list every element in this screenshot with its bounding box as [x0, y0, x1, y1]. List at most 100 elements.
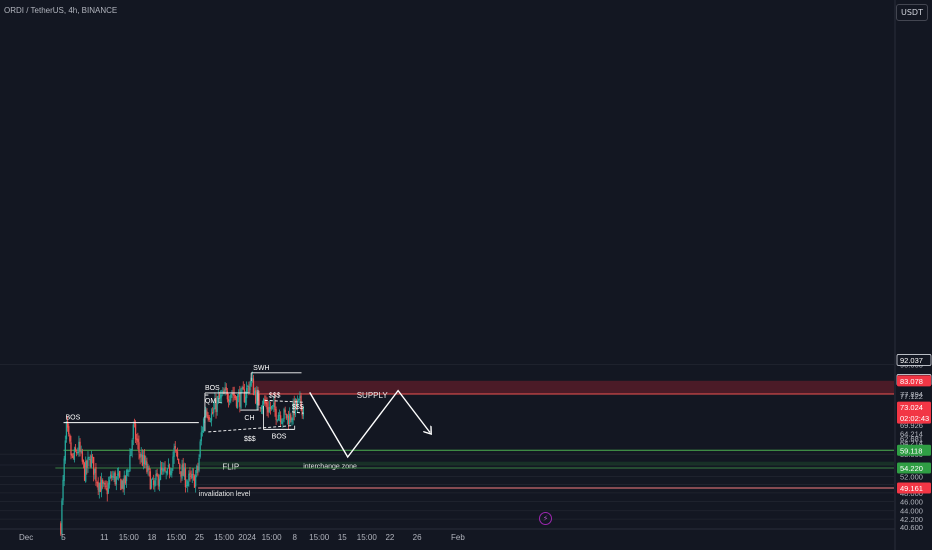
candle-body [164, 467, 166, 472]
candle-body [69, 434, 71, 442]
candle-body [65, 421, 68, 440]
candle-body [189, 472, 191, 475]
candle-body [97, 482, 99, 490]
x-axis: Dec 5 11 15:00 18 15:00 25 15:00 2024 15:00 8 15:00… [19, 533, 465, 542]
candle-body [238, 393, 240, 397]
candle-body [227, 399, 230, 402]
candle-body [270, 405, 273, 409]
candle-body [217, 395, 219, 399]
y-axis[interactable]: 92.03790.00083.45077.89477.12277.02474.3… [896, 354, 932, 532]
candle-body [290, 415, 292, 421]
candle-body [214, 399, 216, 410]
annotation-label: CH [244, 415, 254, 422]
candle-body [201, 430, 204, 432]
x-tick-label: 15:00 [166, 533, 187, 542]
projection-path [309, 389, 430, 459]
annotation-label: SWH [253, 365, 269, 372]
candle-body [276, 419, 278, 421]
candle-body [122, 480, 124, 490]
candle-body [90, 455, 93, 467]
candle-body [185, 485, 188, 486]
candle-body [128, 471, 130, 473]
candle-body [210, 413, 213, 421]
candle-body [114, 472, 116, 485]
candle-body [281, 421, 283, 424]
lightning-icon[interactable]: ⚡︎ [539, 512, 552, 525]
annotation-label: QM L [205, 398, 222, 405]
y-tick-label: 64.214 [900, 429, 923, 438]
price-badge: 54.220 [897, 462, 931, 474]
price-badge: 73.024 02:02:43 [897, 401, 931, 424]
candle-body [232, 393, 234, 396]
candle-body [219, 394, 222, 399]
candle-body [126, 470, 129, 472]
candle-body [109, 474, 112, 479]
candle-body [264, 399, 266, 403]
candle-body [87, 457, 89, 467]
x-tick-label: 18 [147, 533, 156, 542]
candle-body [282, 419, 284, 421]
candle-body [198, 457, 200, 471]
candle-body [131, 440, 133, 451]
candle-body [175, 449, 178, 452]
candle-body [133, 423, 136, 425]
x-tick-label: 15:00 [357, 533, 378, 542]
candle-body [151, 478, 154, 480]
candle-body [149, 471, 151, 490]
y-tick-label: 69.926 [900, 421, 923, 430]
annotation-label: BOS [272, 433, 287, 440]
candle-body [275, 409, 277, 420]
candle-body [244, 396, 247, 403]
candle-body [249, 384, 251, 391]
candle-body [160, 467, 163, 470]
candle-body [73, 449, 76, 461]
candle-body [248, 386, 250, 393]
supply-zone [249, 380, 894, 394]
candle-body [106, 488, 108, 495]
candle-body [63, 458, 65, 482]
candle-body [66, 420, 69, 428]
candle-body [261, 405, 264, 409]
annotation-label: BOS [205, 385, 220, 392]
candle-body [79, 441, 81, 452]
currency-button[interactable]: USDT [896, 4, 928, 21]
levels: FLIP invalidation level [55, 449, 894, 498]
candle-body [108, 479, 111, 485]
candle-body [230, 394, 232, 401]
projection-arrow [309, 389, 430, 459]
candle-body [258, 393, 260, 406]
candle-body [292, 402, 294, 421]
price-badge: 59.118 [897, 444, 931, 456]
candle-body [268, 406, 270, 412]
y-tick-label: 77.894 [900, 390, 923, 399]
candle-body [100, 479, 103, 491]
candle-body [88, 456, 90, 459]
candle-body [82, 460, 85, 463]
candle-body [225, 387, 227, 391]
candle-body [205, 409, 207, 417]
candle-body [156, 473, 158, 476]
candle-body [199, 441, 201, 457]
candle-body [130, 448, 132, 456]
x-tick-label: 11 [100, 533, 109, 542]
candle-body [202, 418, 205, 433]
candle-body [182, 463, 184, 476]
candle-body [194, 474, 197, 487]
candle-body [295, 399, 298, 408]
candle-body [138, 442, 140, 453]
candle-body [179, 464, 181, 470]
candle-body [105, 485, 107, 488]
candle-body [235, 396, 238, 407]
candle-body [92, 456, 95, 475]
candle-body [265, 401, 267, 405]
candle-body [298, 398, 300, 401]
x-tick-label: 8 [292, 533, 297, 542]
candle-body [103, 483, 105, 484]
candle-body [291, 418, 293, 423]
price-badge-box [897, 375, 931, 387]
candle-body [80, 450, 82, 452]
candle-body [172, 456, 174, 468]
candle-body [262, 399, 265, 405]
candle-body [187, 481, 189, 486]
